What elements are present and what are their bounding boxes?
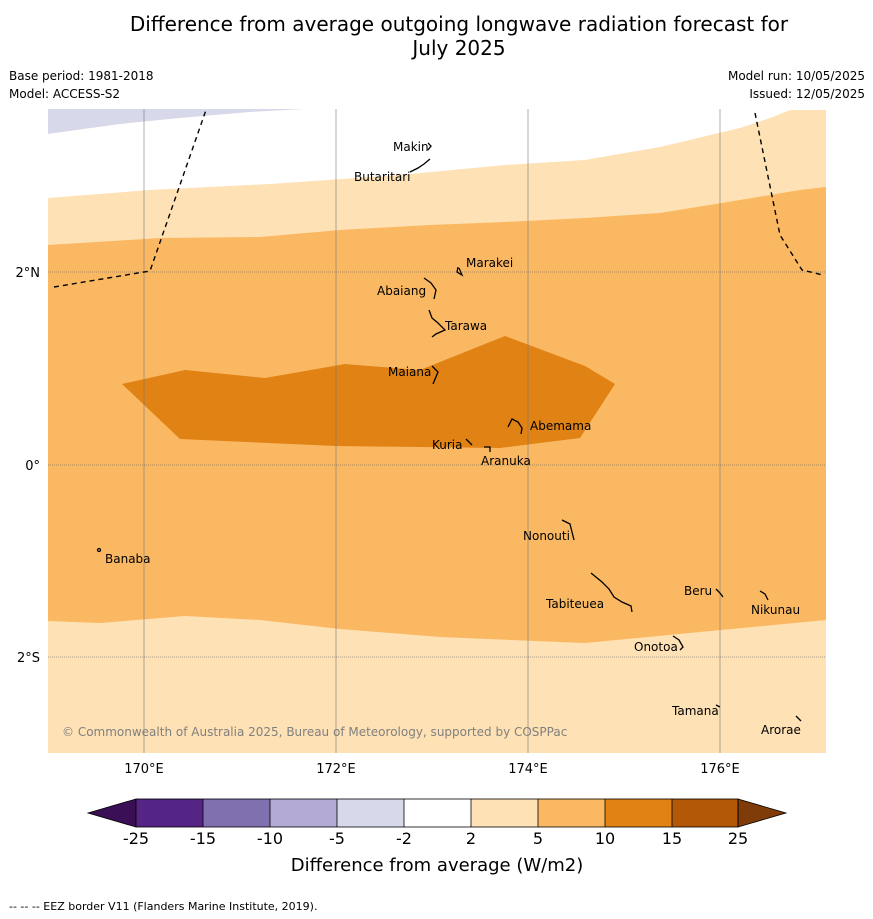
island-label-tamana: Tamana [671,704,719,718]
island-label-kuria: Kuria [432,438,463,452]
lon-tick-172e: 172°E [316,762,356,777]
colorbar-bin-2-5 [471,799,538,827]
lon-tick-170e: 170°E [124,762,164,777]
island-label-abaiang: Abaiang [377,284,426,298]
island-label-tarawa: Tarawa [444,319,487,333]
island-label-nikunau: Nikunau [751,603,800,617]
island-label-makin: Makin [393,140,429,154]
lon-tick-174e: 174°E [508,762,548,777]
model-text: Model: ACCESS-S2 [9,87,121,101]
lat-tick-0: 0° [25,459,40,474]
lat-tick-2s: 2°S [17,651,40,666]
colorbar-tick-10: 10 [595,829,615,848]
lat-gridlines [48,271,826,658]
colorbar-tick-minus25: -25 [123,829,149,848]
lon-gridlines [143,109,721,753]
colorbar-tick-2: 2 [466,829,476,848]
colorbar-bin-minus10-minus5 [270,799,337,827]
colorbar-tick-25: 25 [728,829,748,848]
island-label-butaritari: Butaritari [354,170,411,184]
colorbar-bin-minus5-minus2 [337,799,404,827]
base-period-text: Base period: 1981-2018 [9,69,154,83]
colorbar-extend-high [737,798,788,828]
lat-tick-2n: 2°N [16,266,41,281]
model-run-text: Model run: 10/05/2025 [727,69,865,83]
colorbar-extend-low [86,798,137,828]
island-label-abemama: Abemama [530,419,591,433]
colorbar-bin-minus25-minus15 [136,799,203,827]
map-title-line-2: July 2025 [412,36,506,60]
island-label-arorae: Arorae [761,723,801,737]
lat-tick-labels: 2°N 0° 2°S [16,266,41,666]
colorbar-bin-10-15 [605,799,672,827]
map-title-line-1: Difference from average outgoing longwav… [129,12,789,36]
map-title: Difference from average outgoing longwav… [0,12,873,60]
copyright-notice: © Commonwealth of Australia 2025, Bureau… [62,725,567,739]
lon-tick-labels: 170°E 172°E 174°E 176°E [124,762,740,777]
eez-border-legend: -- -- -- EEZ border V11 (Flanders Marine… [9,900,318,913]
colorbar-tick-15: 15 [662,829,682,848]
island-label-beru: Beru [684,584,712,598]
colorbar-bin-5-10 [538,799,605,827]
colorbar: -25 -15 -10 -5 -2 2 5 10 15 25 Differenc… [86,798,788,876]
band-minus-5-to-minus-2 [48,109,305,134]
island-label-maiana: Maiana [388,365,431,379]
colorbar-tick-minus2: -2 [396,829,412,848]
band-10-to-15 [122,336,615,448]
olr-contour-fill [48,109,826,753]
colorbar-tick-5: 5 [533,829,543,848]
colorbar-bin-15-25 [672,799,738,827]
colorbar-bin-minus15-minus10 [203,799,270,827]
colorbar-tick-labels: -25 -15 -10 -5 -2 2 5 10 15 25 [123,829,748,848]
colorbar-tick-minus10: -10 [257,829,283,848]
island-label-nonouti: Nonouti [523,529,570,543]
map-figure: Makin Butaritari Marakei Abaiang Tarawa … [16,109,826,876]
eez-border [53,109,824,288]
island-label-aranuka: Aranuka [481,454,531,468]
island-outlines [96,142,802,722]
island-label-banaba: Banaba [105,552,151,566]
island-labels: Makin Butaritari Marakei Abaiang Tarawa … [105,140,801,737]
band-white-neutral [48,109,826,198]
colorbar-tick-minus5: -5 [329,829,345,848]
island-label-marakei: Marakei [466,256,513,270]
island-label-tabiteuea: Tabiteuea [545,597,604,611]
colorbar-tick-minus15: -15 [190,829,216,848]
colorbar-label: Difference from average (W/m2) [291,855,583,876]
lon-tick-176e: 176°E [700,762,740,777]
colorbar-bin-minus2-2 [404,799,471,827]
issued-text: Issued: 12/05/2025 [749,87,865,101]
island-label-onotoa: Onotoa [634,640,678,654]
